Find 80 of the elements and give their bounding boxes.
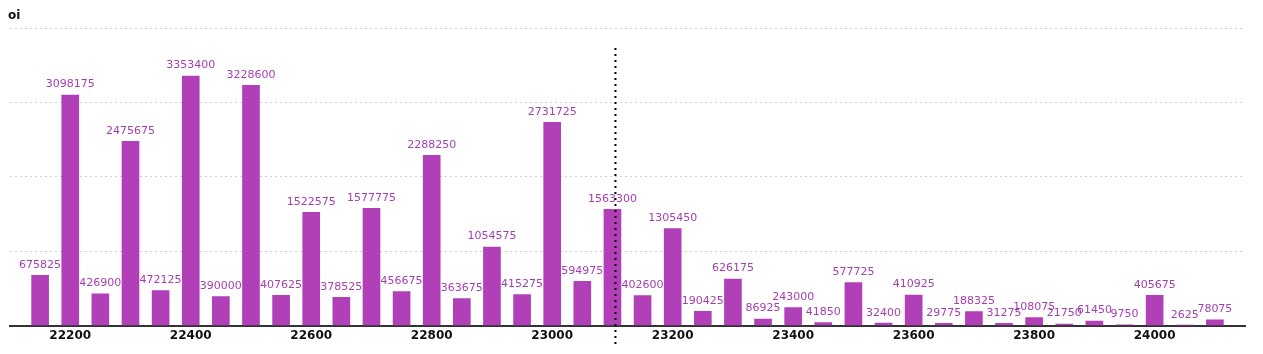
bar: [1206, 319, 1224, 326]
data-label: 3098175: [45, 77, 95, 91]
data-label: 472125: [139, 272, 182, 286]
bar: [121, 141, 140, 326]
x-tick-label: 22400: [169, 327, 212, 342]
bar: [663, 228, 682, 326]
x-tick-label: 23800: [1013, 327, 1056, 342]
bar: [603, 208, 622, 326]
data-label: 594975: [561, 263, 604, 277]
bar: [724, 278, 742, 326]
bar: [212, 296, 230, 326]
y-axis-title: oi: [8, 8, 21, 23]
bar: [513, 294, 531, 326]
data-label: 1577775: [346, 190, 396, 204]
bar: [1025, 317, 1043, 326]
bar: [965, 311, 983, 326]
bar: [332, 297, 351, 326]
bar: [693, 311, 712, 326]
data-label: 78075: [1197, 302, 1233, 316]
bar: [844, 282, 863, 326]
bar: [362, 207, 381, 326]
bar: [784, 307, 802, 326]
bar: [91, 293, 110, 326]
data-label: 402600: [621, 278, 664, 292]
data-label: 188325: [952, 293, 995, 307]
bar: [31, 274, 49, 326]
data-label: 363675: [440, 280, 483, 294]
bar: [904, 294, 923, 326]
bar: [754, 318, 772, 326]
bar: [61, 94, 80, 326]
data-label: 410925: [892, 277, 935, 291]
data-label: 1522575: [286, 194, 336, 208]
data-label: 675825: [19, 257, 62, 271]
x-tick-label: 23000: [531, 327, 574, 342]
x-tick-label: 23600: [892, 327, 935, 342]
bar: [181, 75, 200, 326]
x-tick-label: 23400: [772, 327, 815, 342]
data-label: 86925: [745, 301, 781, 315]
bar: [543, 122, 562, 326]
bar: [242, 85, 260, 326]
data-label: 190425: [681, 293, 724, 307]
data-label: 626175: [711, 261, 754, 275]
data-label: 3353400: [166, 58, 216, 72]
data-label: 407625: [260, 277, 303, 291]
data-label: 2731725: [527, 104, 577, 118]
bar: [633, 295, 652, 326]
data-label: 2475675: [105, 123, 155, 137]
data-label: 41850: [805, 304, 841, 318]
data-label: 378525: [320, 279, 363, 293]
x-tick-label: 24000: [1133, 327, 1176, 342]
data-label: 1563300: [587, 191, 637, 205]
data-label: 243000: [772, 289, 815, 303]
data-label: 577725: [832, 264, 875, 278]
data-label: 415275: [501, 277, 544, 291]
x-tick-label: 23200: [651, 327, 694, 342]
data-label: 2625: [1170, 307, 1199, 321]
data-label: 32400: [866, 305, 902, 319]
bar: [272, 294, 290, 326]
bar: [814, 322, 833, 326]
bar: [392, 291, 411, 326]
data-label: 2288250: [407, 137, 457, 151]
data-label: 1054575: [467, 229, 517, 243]
data-label: 390000: [199, 278, 242, 292]
data-label: 426900: [79, 276, 122, 290]
bar: [1145, 295, 1164, 326]
bar: [573, 281, 592, 326]
data-label: 456675: [380, 273, 423, 287]
data-label: 405675: [1133, 277, 1176, 291]
bar: [422, 155, 441, 326]
x-tick-label: 22600: [290, 327, 333, 342]
data-label: 9750: [1110, 307, 1139, 321]
x-tick-label: 22200: [49, 327, 92, 342]
data-label: 29775: [926, 305, 962, 319]
bar: [453, 298, 471, 326]
bar: [151, 290, 170, 326]
bar: [483, 246, 501, 326]
x-tick-label: 22800: [410, 327, 453, 342]
data-label: 1305450: [648, 210, 698, 224]
data-label: 3228600: [226, 67, 276, 81]
bar: [302, 211, 321, 326]
